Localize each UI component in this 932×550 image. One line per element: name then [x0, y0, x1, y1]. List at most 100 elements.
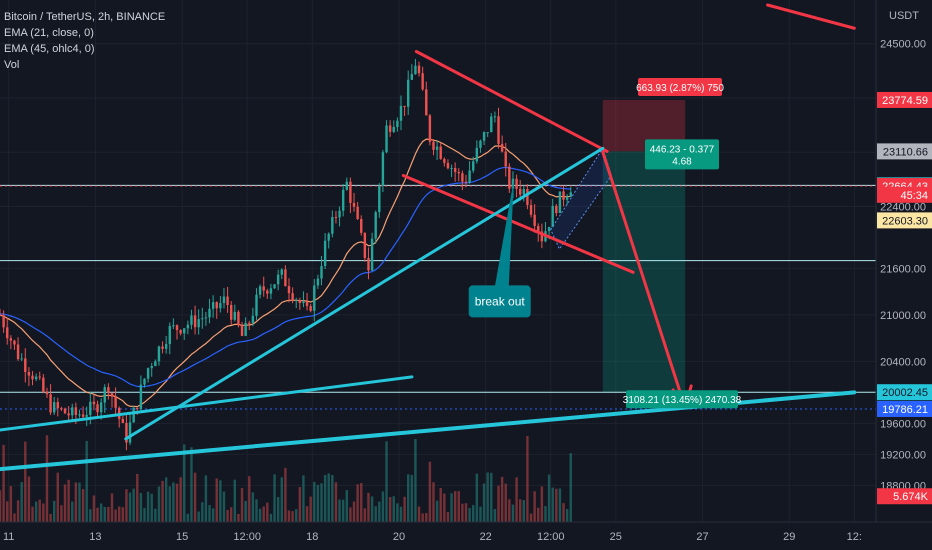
y-tick-label-6: 20400.00 — [880, 356, 926, 368]
volume-bar-15 — [52, 500, 56, 522]
legend-symbol[interactable]: Bitcoin / TetherUS, 2h, BINANCE — [4, 11, 166, 23]
volume-bar-50 — [179, 477, 182, 522]
volume-bar-59 — [211, 508, 215, 522]
candle-68 — [244, 322, 247, 336]
x-tick-label-7: 12:00 — [537, 531, 565, 543]
volume-bar-69 — [248, 476, 251, 522]
price-tag-4: 45:34 — [900, 190, 928, 202]
volume-bar-80 — [287, 510, 291, 522]
volume-bar-120 — [432, 482, 435, 522]
price-axis-bg — [876, 0, 932, 550]
candle-31 — [110, 393, 114, 397]
candle-17 — [60, 408, 63, 410]
volume-bar-113 — [406, 474, 410, 522]
candle-134 — [482, 132, 486, 141]
volume-bar-83 — [298, 487, 302, 522]
candle-142 — [511, 178, 515, 189]
candle-128 — [461, 173, 464, 182]
volume-bar-18 — [63, 484, 67, 522]
x-tick-label-6: 22 — [480, 531, 492, 543]
volume-bar-23 — [81, 489, 85, 522]
volume-bar-60 — [215, 478, 218, 522]
candle-52 — [186, 324, 190, 329]
candle-139 — [500, 143, 504, 152]
candle-56 — [201, 318, 204, 320]
candle-94 — [338, 210, 341, 218]
volume-bar-155 — [558, 488, 562, 522]
candle-132 — [475, 147, 479, 162]
volume-bar-130 — [468, 508, 471, 522]
candle-10 — [34, 376, 38, 380]
candle-57 — [204, 317, 208, 319]
candle-114 — [410, 74, 414, 80]
candle-155 — [558, 191, 562, 214]
volume-bar-37 — [132, 488, 135, 522]
volume-bar-157 — [565, 509, 569, 522]
volume-bar-105 — [378, 501, 381, 522]
time-axis-bg — [0, 522, 932, 550]
candle-28 — [99, 402, 103, 413]
candle-87 — [313, 285, 316, 311]
volume-bar-28 — [99, 503, 103, 522]
candle-15 — [52, 402, 56, 413]
volume-bar-125 — [450, 493, 453, 522]
candle-141 — [508, 166, 511, 189]
volume-bar-114 — [410, 474, 414, 522]
position-entry-label: 446.23 - 0.3774.68 — [645, 139, 719, 170]
volume-bar-17 — [60, 505, 63, 522]
volume-bar-123 — [443, 493, 446, 522]
legend-vol[interactable]: Vol — [4, 59, 20, 71]
candle-63 — [226, 296, 229, 306]
candle-38 — [136, 407, 139, 410]
volume-bar-67 — [240, 487, 244, 522]
volume-bar-62 — [222, 491, 226, 522]
candle-50 — [179, 329, 182, 334]
candle-106 — [381, 152, 385, 186]
volume-bar-81 — [291, 511, 294, 522]
candle-156 — [562, 191, 565, 200]
volume-bar-39 — [139, 492, 143, 522]
callout-pointer — [494, 179, 514, 288]
volume-bar-82 — [295, 509, 298, 522]
volume-bar-56 — [201, 502, 204, 522]
candle-119 — [428, 115, 432, 142]
position-labels: 663.93 (2.87%) 750 446.23 - 0.3774.68 3108… — [623, 77, 742, 409]
price-tag-bg-4 — [877, 186, 932, 203]
candle-41 — [146, 368, 150, 379]
candle-37 — [132, 407, 135, 423]
candle-92 — [331, 217, 334, 234]
candle-44 — [157, 346, 161, 362]
candle-90 — [323, 240, 327, 267]
volume-bar-148 — [533, 491, 536, 522]
volume-bar-142 — [511, 504, 515, 522]
volume-bar-117 — [421, 513, 424, 522]
volume-bar-8 — [27, 476, 31, 522]
candle-97 — [349, 181, 352, 203]
break-out-callout[interactable]: break out — [468, 179, 531, 318]
legend-ema45[interactable]: EMA (45, ohlc4, 0) — [4, 43, 95, 55]
candle-73 — [262, 286, 265, 291]
candle-91 — [327, 233, 330, 241]
volume-bar-115 — [414, 439, 417, 522]
volume-bar-57 — [204, 475, 208, 522]
volume-bar-106 — [381, 491, 385, 522]
volume-bar-143 — [515, 477, 518, 522]
volume-bar-1 — [2, 444, 5, 522]
candle-80 — [287, 286, 291, 294]
candle-75 — [269, 288, 273, 294]
volume-bar-144 — [518, 499, 522, 522]
candle-77 — [276, 274, 280, 285]
volume-bar-121 — [435, 500, 439, 522]
volume-bar-141 — [508, 499, 511, 522]
legend-ema21[interactable]: EMA (21, close, 0) — [4, 27, 94, 39]
candle-84 — [302, 301, 305, 304]
candle-135 — [486, 132, 489, 134]
candle-25 — [89, 401, 92, 415]
candle-13 — [45, 391, 49, 395]
position-target-label-text-0: 3108.21 (13.45%) 2470.38 — [623, 395, 742, 406]
candle-54 — [193, 315, 197, 328]
x-tick-label-3: 12:00 — [233, 531, 261, 543]
candle-12 — [42, 377, 45, 392]
candle-45 — [161, 346, 164, 349]
